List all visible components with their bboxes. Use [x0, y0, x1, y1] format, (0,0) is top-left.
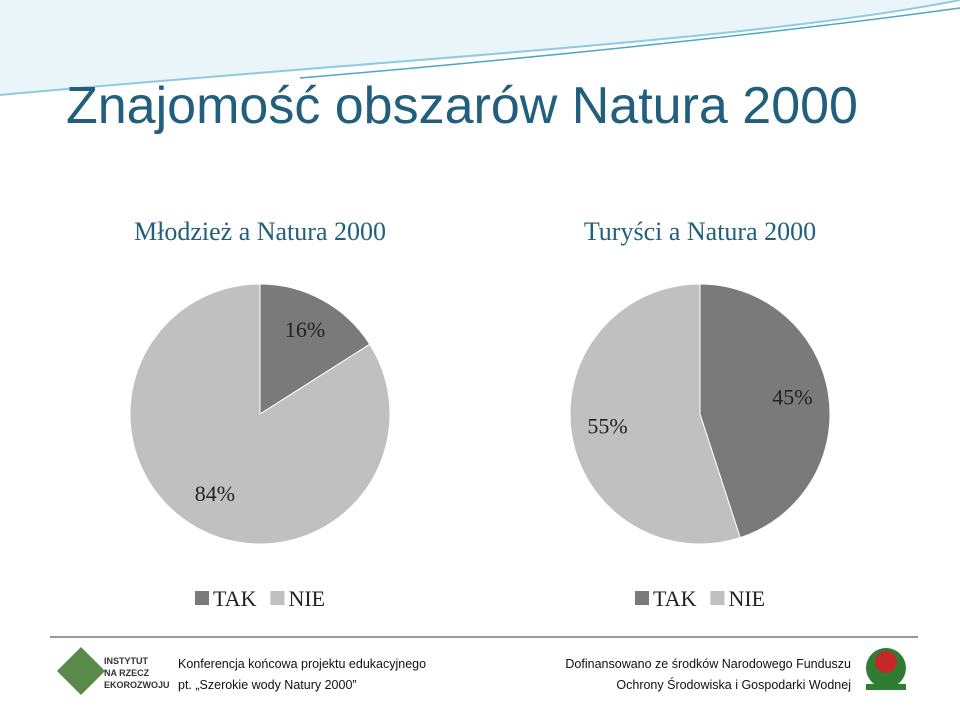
pie-slice [259, 283, 371, 415]
header-wave-line [299, 7, 960, 79]
header-wave [0, 0, 960, 95]
legend-label: NIE [728, 586, 765, 611]
footer-text: Ochrony Środowiska i Gospodarki Wodnej [616, 677, 851, 692]
data-label: 84% [195, 481, 235, 506]
legend-label: NIE [288, 586, 325, 611]
header-wave-line [0, 0, 960, 96]
data-label: 45% [772, 384, 812, 409]
legend-label: TAK [213, 586, 257, 611]
data-label: 16% [285, 317, 325, 342]
logo-base [866, 684, 906, 690]
legend-swatch [270, 591, 285, 605]
pie-slice [699, 283, 831, 539]
footer-text: Dofinansowano ze środków Narodowego Fund… [565, 657, 851, 671]
legend-label: TAK [653, 586, 697, 611]
chart-title: Młodzież a Natura 2000 [134, 217, 386, 246]
logo-icon [56, 646, 106, 696]
logo-text: NA RZECZ [104, 668, 150, 678]
chart-title: Turyści a Natura 2000 [584, 217, 816, 246]
slide-title: Znajomość obszarów Natura 2000 [66, 77, 858, 135]
fund-logo [866, 648, 906, 690]
logo-text: INSTYTUT [104, 656, 149, 666]
logo-text: EKOROZWOJU [104, 680, 170, 690]
pie-slice [569, 283, 741, 545]
institute-logo: INSTYTUT NA RZECZ EKOROZWOJU [56, 646, 170, 696]
footer-text: Konferencja końcowa projektu edukacyjneg… [178, 657, 426, 671]
legend-swatch [635, 591, 649, 605]
logo-circle [875, 651, 897, 673]
data-label: 55% [587, 414, 627, 439]
pie-slice [129, 283, 391, 545]
legend-swatch [195, 591, 209, 605]
legend-swatch [710, 591, 725, 605]
footer-text: pt. „Szerokie wody Natury 2000” [178, 678, 357, 692]
